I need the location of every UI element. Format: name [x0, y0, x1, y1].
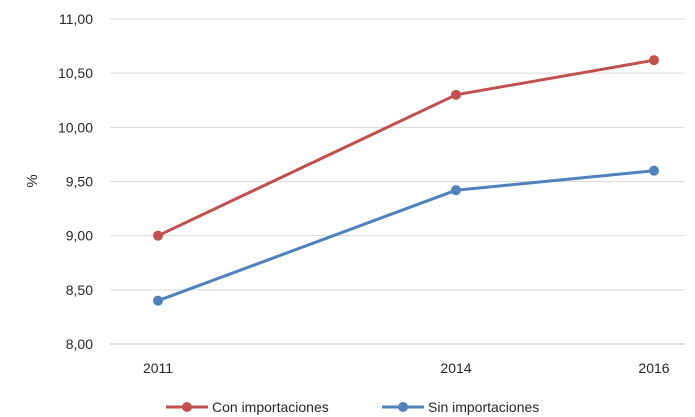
y-tick-label: 9,00	[66, 228, 93, 244]
y-tick-label: 10,50	[58, 65, 93, 81]
legend-item: Con importaciones	[166, 399, 329, 415]
data-point	[649, 55, 659, 66]
y-tick-label: 10,00	[58, 119, 93, 135]
x-tick-label: 2014	[440, 360, 471, 376]
y-axis-title: %	[24, 174, 41, 187]
legend-label: Con importaciones	[212, 399, 329, 415]
data-point	[153, 295, 163, 306]
legend-label: Sin importaciones	[428, 399, 539, 415]
gridlines	[110, 18, 685, 345]
y-tick-label: 11,00	[59, 11, 93, 27]
data-point	[451, 89, 461, 100]
x-tick-label: 2011	[143, 360, 173, 376]
legend: Con importaciones Sin importaciones	[166, 399, 539, 415]
data-point	[451, 185, 461, 196]
y-tick-label: 8,50	[66, 282, 93, 298]
legend-marker	[398, 402, 408, 412]
y-tick-label: 8,00	[66, 336, 93, 352]
legend-item: Sin importaciones	[382, 399, 539, 415]
data-point	[649, 165, 659, 176]
x-axis-tick-labels: 2011 2014 2016	[143, 360, 670, 376]
series-con-importaciones	[153, 55, 659, 241]
y-axis-tick-labels: 8,00 8,50 9,00 9,50 10,00 10,50 11,00	[58, 11, 93, 352]
series-layer	[153, 55, 659, 306]
x-tick-label: 2016	[638, 360, 669, 376]
legend-marker	[182, 402, 192, 412]
y-tick-label: 9,50	[66, 174, 93, 190]
data-point	[153, 230, 163, 241]
series-sin-importaciones	[153, 165, 659, 306]
